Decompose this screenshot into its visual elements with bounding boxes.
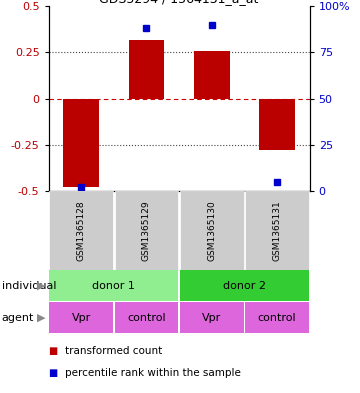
Text: Vpr: Vpr: [72, 313, 91, 323]
Bar: [194, 51, 230, 99]
Text: GSM1365128: GSM1365128: [77, 200, 86, 261]
Text: donor 2: donor 2: [223, 281, 266, 291]
Title: GDS5294 / 1564131_a_at: GDS5294 / 1564131_a_at: [99, 0, 259, 5]
Text: control: control: [127, 313, 166, 323]
Text: control: control: [258, 313, 296, 323]
Text: Vpr: Vpr: [202, 313, 221, 323]
Text: agent: agent: [2, 313, 34, 323]
Text: ■: ■: [49, 367, 58, 378]
Bar: [245, 303, 309, 333]
Text: GSM1365131: GSM1365131: [273, 200, 282, 261]
Text: donor 1: donor 1: [93, 281, 135, 291]
Bar: [180, 191, 244, 270]
Bar: [180, 270, 309, 301]
Text: ■: ■: [49, 345, 58, 356]
Text: ▶: ▶: [36, 281, 45, 291]
Bar: [129, 40, 165, 99]
Bar: [114, 303, 179, 333]
Text: individual: individual: [2, 281, 56, 291]
Bar: [245, 191, 309, 270]
Text: percentile rank within the sample: percentile rank within the sample: [65, 367, 241, 378]
Bar: [49, 303, 113, 333]
Bar: [114, 191, 179, 270]
Text: transformed count: transformed count: [65, 345, 162, 356]
Bar: [49, 191, 113, 270]
Text: ▶: ▶: [36, 313, 45, 323]
Text: GSM1365129: GSM1365129: [142, 200, 151, 261]
Bar: [63, 99, 99, 187]
Bar: [49, 270, 179, 301]
Bar: [259, 99, 295, 151]
Bar: [180, 303, 244, 333]
Text: GSM1365130: GSM1365130: [207, 200, 216, 261]
